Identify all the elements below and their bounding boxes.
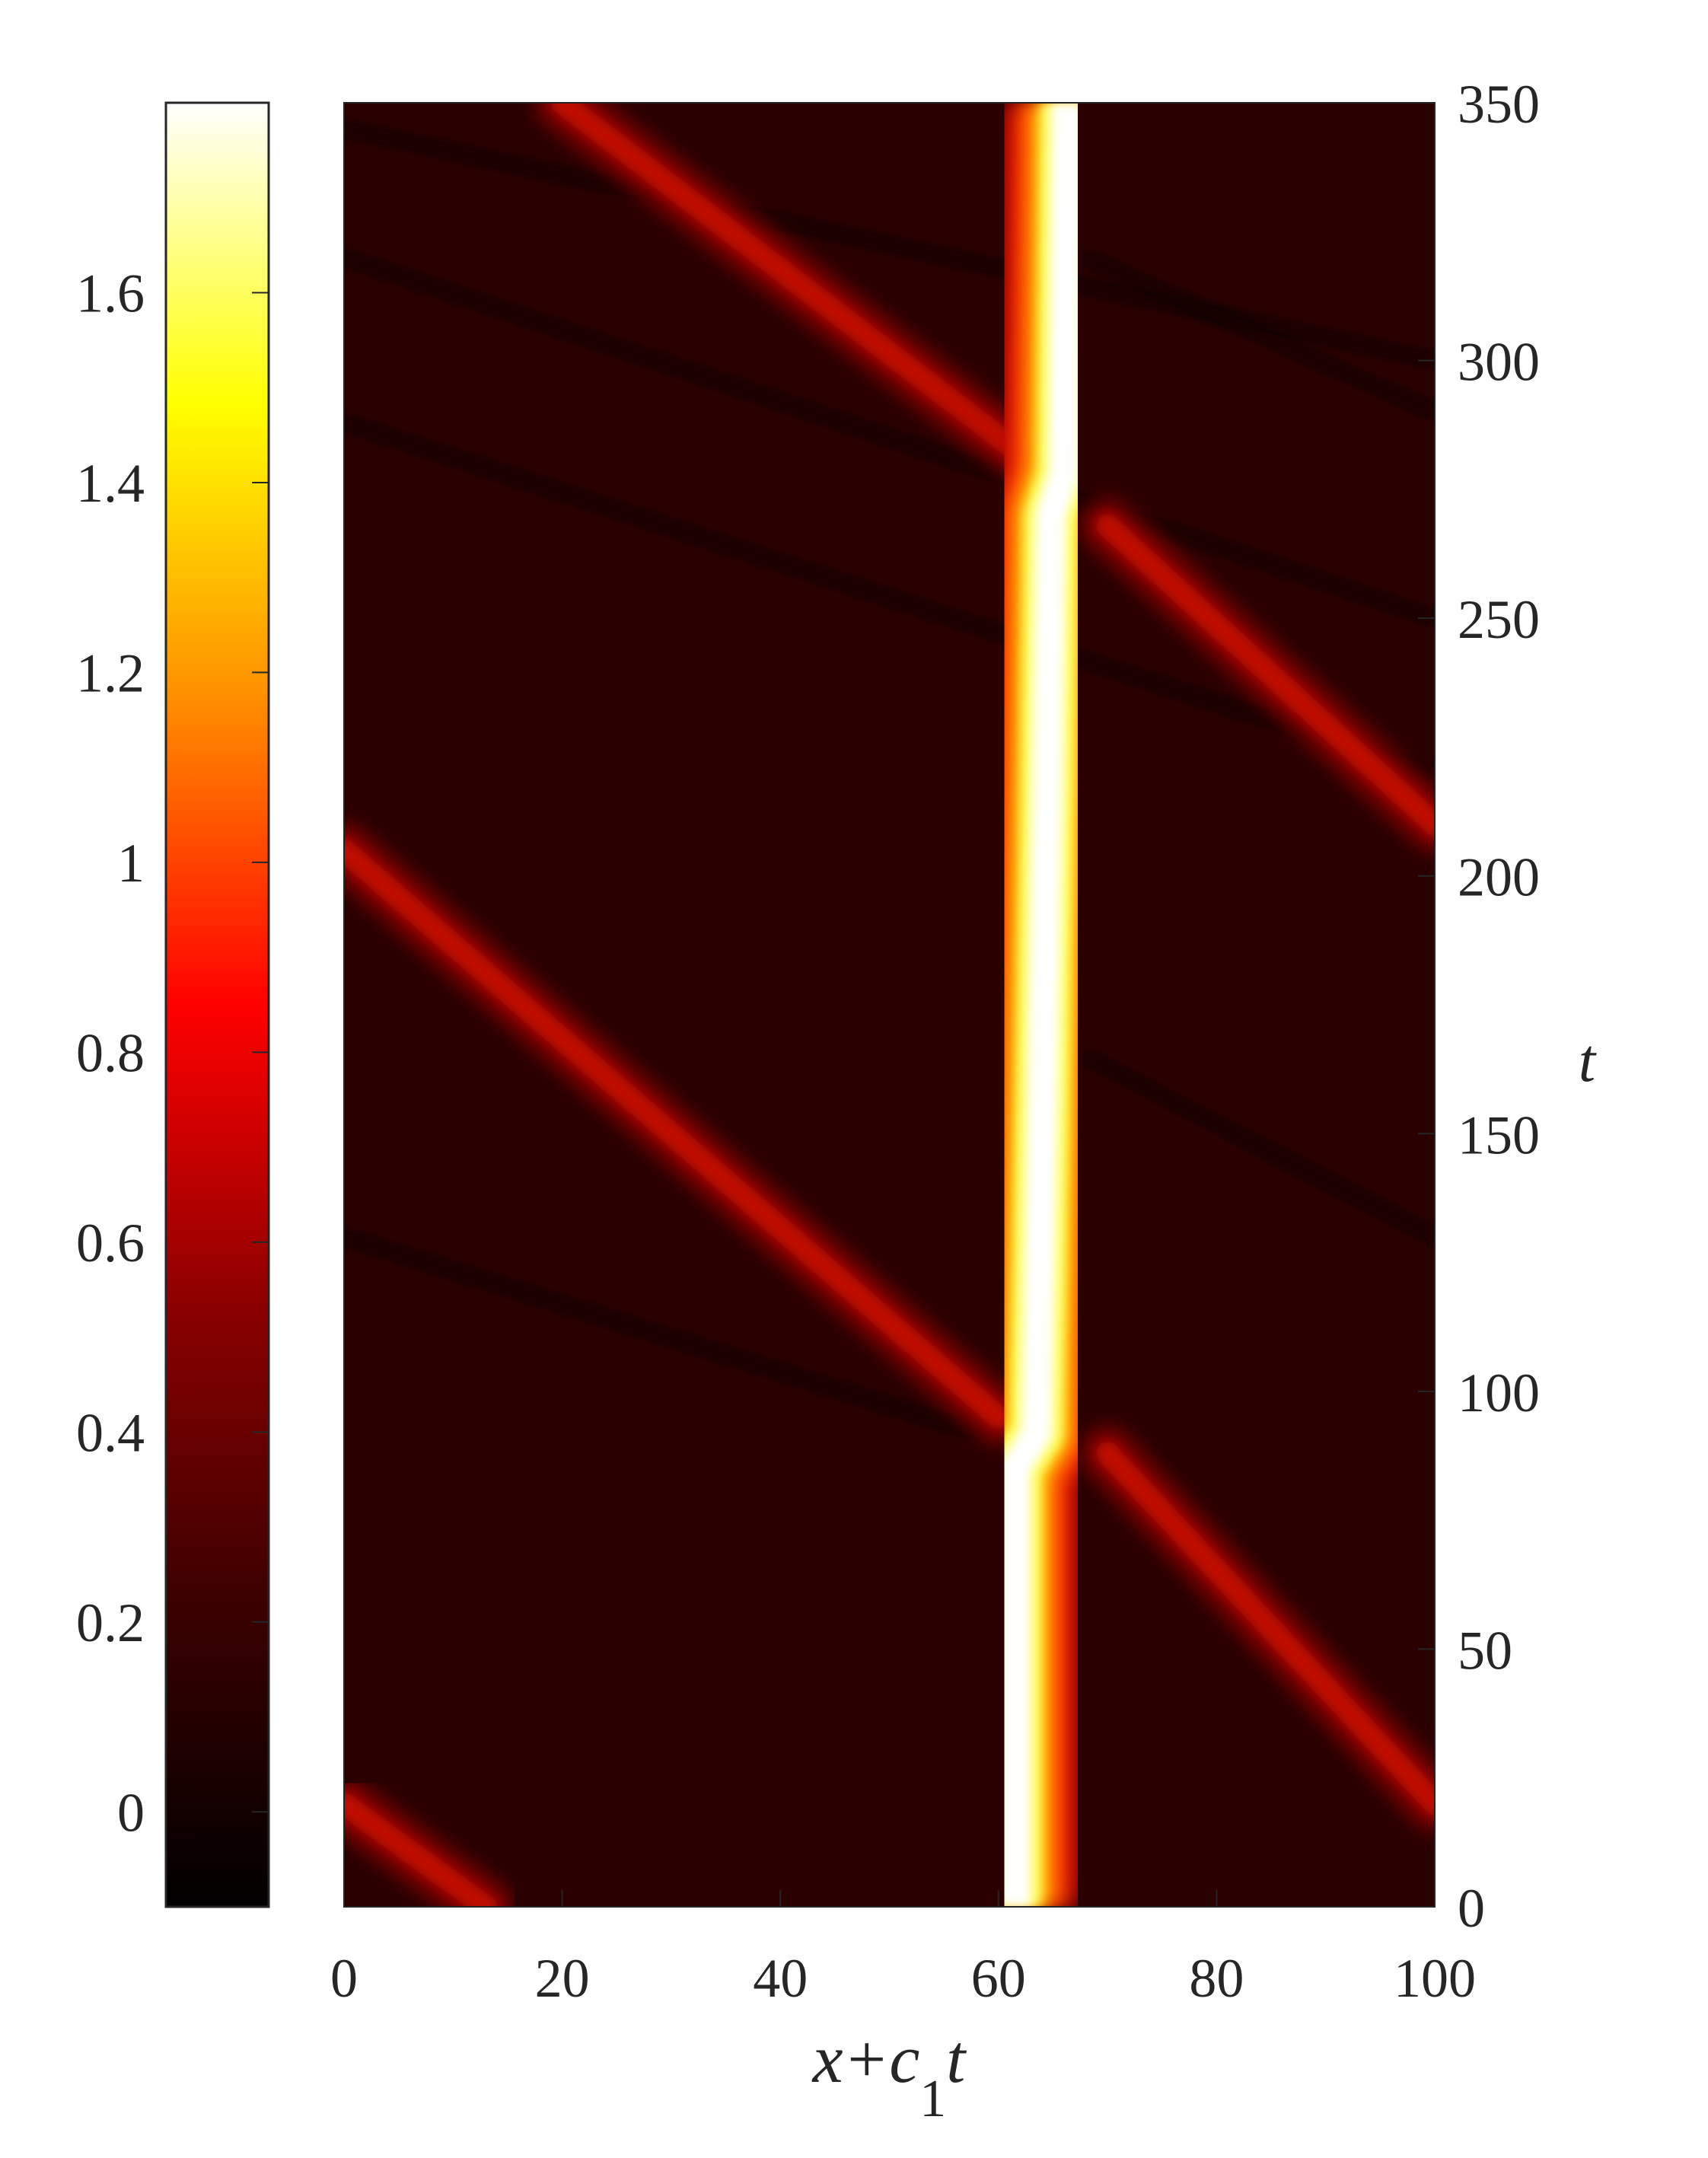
y-tick-label: 100 bbox=[1458, 1363, 1540, 1423]
x-axis-label: x+c1t bbox=[811, 2022, 967, 2128]
x-axis-label-tail: t bbox=[946, 2022, 967, 2097]
dark-line bbox=[344, 252, 1435, 623]
y-tick-label: 0 bbox=[1458, 1878, 1485, 1939]
colorbar-tick-label: 1.4 bbox=[76, 453, 145, 514]
dark-lines bbox=[344, 123, 1435, 1438]
y-tick-label: 200 bbox=[1458, 847, 1540, 908]
y-tick-label: 250 bbox=[1458, 589, 1540, 650]
colorbar-tick-label: 0 bbox=[117, 1782, 145, 1843]
colorbar: 0 0.2 0.4 0.6 0.8 1 1.2 1.4 1.6 bbox=[76, 101, 270, 1908]
x-tick-label: 100 bbox=[1394, 1948, 1476, 2009]
dark-line bbox=[1083, 1051, 1435, 1242]
colorbar-tick-label: 1 bbox=[117, 833, 145, 894]
colorbar-tick-label: 0.4 bbox=[76, 1402, 145, 1463]
heatmap-plot: 0 20 40 60 80 100 0 50 100 150 200 250 300 350 bbox=[330, 74, 1540, 2009]
x-tick-label: 40 bbox=[753, 1948, 808, 2009]
x-tick-label: 60 bbox=[971, 1948, 1026, 2009]
y-tick-label: 350 bbox=[1458, 74, 1540, 135]
dark-line bbox=[344, 1232, 979, 1438]
dark-line bbox=[344, 123, 1435, 366]
x-tick-label: 0 bbox=[330, 1948, 358, 2009]
soliton-streak bbox=[550, 103, 1032, 465]
colorbar-tick-label: 0.8 bbox=[76, 1022, 145, 1083]
colorbar-tick-label: 1.2 bbox=[76, 642, 145, 703]
plot-frame bbox=[343, 102, 1436, 1908]
colorbar-ticks: 0 0.2 0.4 0.6 0.8 1 1.2 1.4 1.6 bbox=[76, 263, 269, 1843]
x-axis-label-main: x+c bbox=[811, 2022, 920, 2097]
y-axis-label: t bbox=[1579, 1028, 1597, 1095]
colorbar-tick-label: 1.6 bbox=[76, 263, 145, 324]
soliton-core bbox=[999, 103, 1084, 1907]
x-axis-label-subscript: 1 bbox=[919, 2070, 946, 2128]
dark-line bbox=[1083, 252, 1435, 417]
y-tick-label: 50 bbox=[1458, 1620, 1512, 1681]
colorbar-gradient bbox=[164, 101, 270, 1908]
soliton-streak bbox=[1096, 1442, 1435, 1815]
soliton-streak bbox=[1096, 514, 1435, 836]
x-axis-ticks: 0 20 40 60 80 100 bbox=[330, 1890, 1476, 2009]
small-solitons bbox=[344, 103, 1435, 1907]
colorbar-tick-label: 0.2 bbox=[76, 1592, 145, 1653]
soliton-streak bbox=[344, 1792, 498, 1907]
colorbar-tick-label: 0.6 bbox=[76, 1213, 145, 1273]
dark-line bbox=[344, 417, 1435, 778]
large-soliton bbox=[938, 103, 1144, 1907]
y-axis-ticks: 0 50 100 150 200 250 300 350 bbox=[1418, 74, 1540, 1939]
y-tick-label: 150 bbox=[1458, 1105, 1540, 1165]
soliton-streak bbox=[344, 838, 1010, 1429]
x-tick-label: 80 bbox=[1189, 1948, 1244, 2009]
x-tick-label: 20 bbox=[535, 1948, 590, 2009]
y-tick-label: 300 bbox=[1458, 332, 1540, 393]
